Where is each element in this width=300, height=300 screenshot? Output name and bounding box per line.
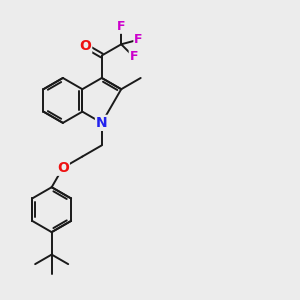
- Text: F: F: [130, 50, 138, 64]
- Text: F: F: [117, 20, 125, 33]
- Text: F: F: [134, 33, 143, 46]
- Text: O: O: [79, 39, 91, 53]
- Text: N: N: [96, 116, 108, 130]
- Text: O: O: [57, 161, 69, 175]
